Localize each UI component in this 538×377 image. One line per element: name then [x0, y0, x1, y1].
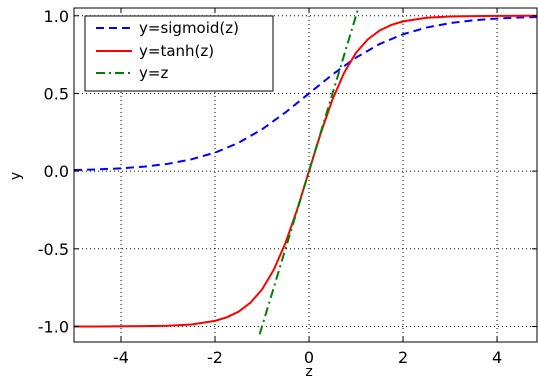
y-tick-label: 1.0: [44, 7, 69, 26]
series-line-tanh: [74, 14, 537, 328]
y-tick-label: -0.5: [38, 240, 69, 259]
ticks: -4 -2 0 2 4 -1.0 -0.5 0.0 0.5 1.0: [38, 7, 537, 367]
x-tick-label: -2: [207, 348, 223, 367]
legend-label-sigmoid: y=sigmoid(z): [139, 19, 239, 37]
y-axis-label: y: [8, 172, 24, 180]
legend-label-identity: y=z: [139, 64, 168, 82]
y-tick-label: 0.0: [44, 162, 69, 181]
x-tick-label: 0: [304, 348, 314, 367]
y-tick-label: -1.0: [38, 317, 69, 336]
series-line-sigmoid: [74, 16, 537, 172]
legend: y=sigmoid(z) y=tanh(z) y=z: [84, 15, 274, 92]
x-tick-label: 4: [492, 348, 502, 367]
y-tick-label: 0.5: [44, 84, 69, 103]
series-lines: [74, 8, 537, 335]
legend-label-tanh: y=tanh(z): [139, 42, 214, 60]
x-axis-label: z: [305, 364, 312, 377]
x-tick-label: -4: [113, 348, 129, 367]
plot-frame: [73, 7, 538, 343]
x-tick-label: 2: [398, 348, 408, 367]
